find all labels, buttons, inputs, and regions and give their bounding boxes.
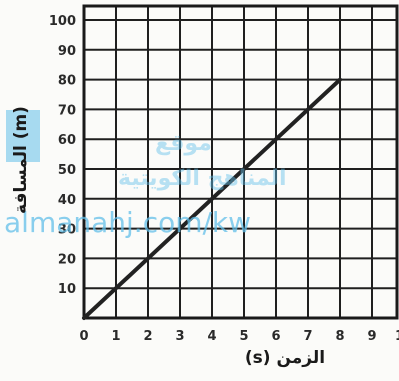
watermark-block: [6, 110, 40, 162]
x-tick-label: 4: [207, 329, 216, 344]
x-tick-label: 8: [335, 329, 344, 344]
x-tick-label: 3: [175, 329, 184, 344]
x-tick-label: 6: [271, 329, 280, 344]
y-tick-labels: 10 20 30 40 50 60 70 80 90 100: [49, 14, 76, 297]
y-axis-label: المسافة (m): [11, 106, 31, 214]
watermark: موقع المناهج الكويتية almanahj.com/kw: [4, 110, 287, 239]
grid-lines: [83, 5, 398, 319]
data-series: [82, 77, 342, 320]
watermark-url: almanahj.com/kw: [4, 206, 251, 239]
y-tick-label: 70: [58, 103, 76, 118]
y-tick-label: 100: [49, 14, 76, 29]
x-tick-label: 2: [143, 329, 152, 344]
y-tick-label: 50: [58, 163, 76, 178]
x-axis-label: (s) الزمن: [245, 348, 325, 368]
watermark-arabic-line1: موقع: [155, 131, 212, 156]
x-tick-labels: 0 1 2 3 4 5 6 7 8 9 10: [79, 329, 399, 344]
y-tick-label: 30: [58, 223, 76, 238]
y-tick-label: 60: [58, 133, 76, 148]
y-tick-label: 90: [58, 44, 76, 59]
series-line: [82, 77, 342, 320]
y-tick-label: 80: [58, 74, 76, 89]
y-tick-label: 40: [58, 193, 76, 208]
x-tick-label: 9: [367, 329, 376, 344]
watermark-arabic-line2: المناهج الكويتية: [118, 166, 287, 191]
x-tick-label: 0: [79, 329, 88, 344]
x-tick-label: 7: [303, 329, 312, 344]
x-tick-label: 1: [111, 329, 120, 344]
x-tick-label: 10: [395, 329, 399, 344]
y-tick-label: 10: [58, 282, 76, 297]
x-tick-label: 5: [239, 329, 248, 344]
y-tick-label: 20: [58, 252, 76, 267]
plot-frame: [82, 4, 399, 320]
